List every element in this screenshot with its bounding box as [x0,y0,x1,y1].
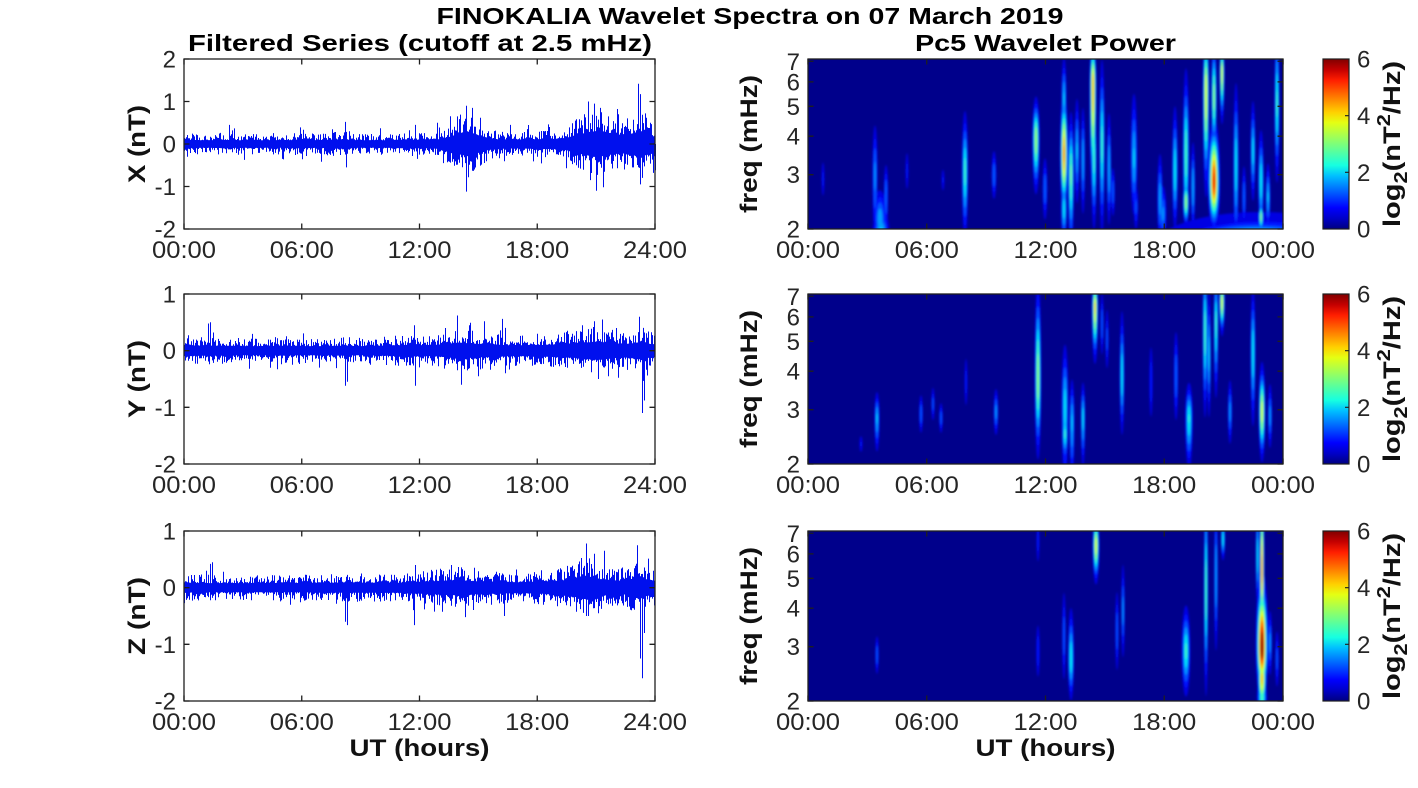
svg-text:06:00: 06:00 [895,237,959,264]
svg-text:06:00: 06:00 [895,472,959,499]
svg-text:1: 1 [163,519,176,546]
svg-text:1: 1 [163,89,176,116]
svg-text:-2: -2 [155,217,176,244]
svg-text:2: 2 [163,47,176,74]
svg-text:freq (mHz): freq (mHz) [736,310,763,448]
svg-text:6: 6 [787,304,800,331]
svg-text:Z (nT): Z (nT) [124,577,151,655]
svg-text:2: 2 [1357,160,1370,187]
svg-text:00:00: 00:00 [776,472,840,499]
svg-text:18:00: 18:00 [505,709,569,736]
svg-text:00:00: 00:00 [776,237,840,264]
svg-text:-2: -2 [155,452,176,479]
svg-text:log2(nT2/Hz): log2(nT2/Hz) [1374,61,1411,227]
svg-text:24:00: 24:00 [623,237,687,264]
svg-text:6: 6 [787,69,800,96]
svg-text:00:00: 00:00 [776,709,840,736]
svg-text:18:00: 18:00 [1132,709,1196,736]
svg-text:0: 0 [1357,217,1370,244]
svg-text:06:00: 06:00 [270,237,334,264]
svg-text:5: 5 [787,94,800,121]
svg-text:12:00: 12:00 [1014,237,1078,264]
svg-text:freq (mHz): freq (mHz) [736,547,763,685]
svg-text:06:00: 06:00 [270,472,334,499]
svg-text:0: 0 [163,575,176,602]
svg-text:7: 7 [787,284,800,311]
svg-text:00:00: 00:00 [152,237,216,264]
svg-text:12:00: 12:00 [1014,709,1078,736]
svg-text:00:00: 00:00 [1251,709,1315,736]
svg-text:5: 5 [787,329,800,356]
svg-text:4: 4 [787,596,800,623]
svg-text:X (nT): X (nT) [124,105,151,183]
svg-text:12:00: 12:00 [388,237,452,264]
svg-text:6: 6 [1357,519,1370,546]
svg-text:2: 2 [787,452,800,479]
svg-text:-2: -2 [155,689,176,716]
svg-text:freq (mHz): freq (mHz) [736,75,763,213]
svg-text:2: 2 [1357,395,1370,422]
svg-text:7: 7 [787,521,800,548]
svg-text:7: 7 [787,49,800,76]
svg-text:12:00: 12:00 [1014,472,1078,499]
svg-text:18:00: 18:00 [1132,472,1196,499]
svg-text:24:00: 24:00 [623,472,687,499]
svg-text:4: 4 [1357,338,1370,365]
svg-text:5: 5 [787,566,800,593]
svg-text:log2(nT2/Hz): log2(nT2/Hz) [1374,296,1411,462]
svg-text:4: 4 [1357,103,1370,130]
svg-text:12:00: 12:00 [388,709,452,736]
svg-text:4: 4 [787,359,800,386]
svg-text:00:00: 00:00 [152,709,216,736]
svg-text:6: 6 [1357,47,1370,74]
svg-text:4: 4 [787,124,800,151]
svg-text:2: 2 [787,689,800,716]
svg-text:0: 0 [163,338,176,365]
svg-text:6: 6 [787,541,800,568]
svg-text:log2(nT2/Hz): log2(nT2/Hz) [1374,533,1411,699]
svg-text:06:00: 06:00 [270,709,334,736]
svg-text:0: 0 [1357,452,1370,479]
svg-text:Filtered Series (cutoff at 2.5: Filtered Series (cutoff at 2.5 mHz) [188,30,652,56]
svg-text:4: 4 [1357,575,1370,602]
svg-text:UT (hours): UT (hours) [976,735,1116,762]
svg-text:12:00: 12:00 [388,472,452,499]
svg-text:00:00: 00:00 [1251,237,1315,264]
svg-text:1: 1 [163,282,176,309]
svg-text:00:00: 00:00 [1251,472,1315,499]
svg-text:18:00: 18:00 [505,237,569,264]
svg-text:24:00: 24:00 [623,709,687,736]
svg-text:0: 0 [163,132,176,159]
svg-text:18:00: 18:00 [505,472,569,499]
svg-text:-1: -1 [155,632,176,659]
svg-text:18:00: 18:00 [1132,237,1196,264]
svg-text:0: 0 [1357,689,1370,716]
svg-text:2: 2 [1357,632,1370,659]
svg-text:6: 6 [1357,282,1370,309]
svg-text:-1: -1 [155,174,176,201]
svg-text:3: 3 [787,634,800,661]
svg-text:06:00: 06:00 [895,709,959,736]
svg-text:2: 2 [787,217,800,244]
svg-text:-1: -1 [155,395,176,422]
svg-text:3: 3 [787,397,800,424]
svg-text:3: 3 [787,162,800,189]
svg-text:FINOKALIA Wavelet Spectra on 0: FINOKALIA Wavelet Spectra on 07 March 20… [437,3,1064,29]
svg-text:Pc5 Wavelet Power: Pc5 Wavelet Power [915,30,1176,56]
svg-text:Y (nT): Y (nT) [124,340,151,418]
svg-text:UT (hours): UT (hours) [350,735,490,762]
svg-text:00:00: 00:00 [152,472,216,499]
